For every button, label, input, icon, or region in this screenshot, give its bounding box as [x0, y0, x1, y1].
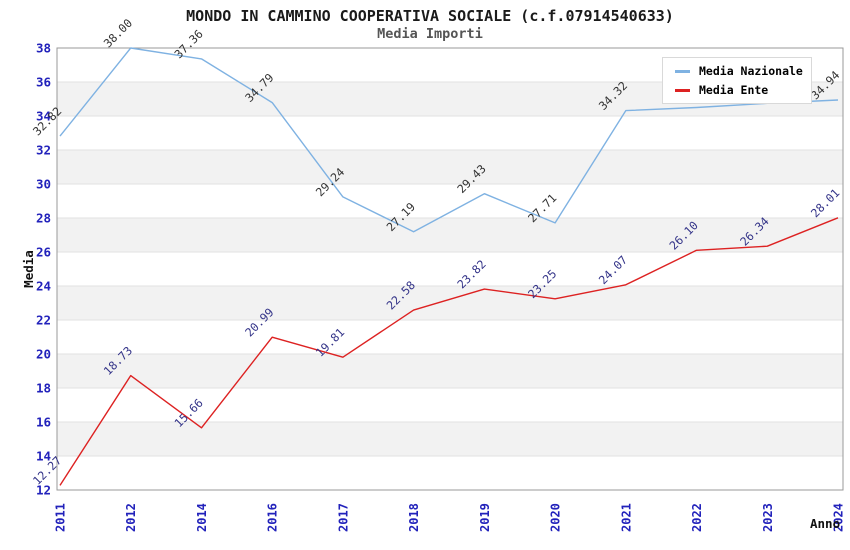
series-line	[59, 47, 839, 233]
legend-label-media-nazionale: Media Nazionale	[699, 64, 803, 78]
chart-subtitle: Media Importi	[377, 26, 483, 42]
y-tick-label: 28	[36, 211, 51, 226]
series-line	[59, 217, 839, 486]
x-tick-label: 2017	[336, 503, 350, 532]
y-tick-label: 30	[36, 177, 51, 192]
y-tick-label: 22	[36, 313, 51, 328]
plot-border	[56, 47, 844, 491]
x-tick-label: 2021	[619, 503, 633, 532]
y-tick-label: 14	[36, 449, 51, 464]
y-tick-label: 38	[36, 41, 51, 56]
legend: Media Nazionale Media Ente	[662, 57, 812, 104]
x-tick-label: 2014	[195, 503, 209, 532]
x-tick-label: 2016	[266, 503, 280, 532]
legend-item-media-ente: Media Ente	[675, 83, 811, 97]
y-tick-label: 26	[36, 245, 51, 260]
plot-bands	[57, 48, 843, 490]
x-tick-label: 2023	[761, 503, 775, 532]
y-tick-label: 16	[36, 415, 51, 430]
x-tick-label: 2011	[54, 503, 68, 532]
y-tick-label: 34	[36, 109, 51, 124]
y-tick-label: 18	[36, 381, 51, 396]
point-label: 38.00	[101, 16, 135, 50]
x-tick-label: 2020	[549, 503, 563, 532]
y-tick-label: 20	[36, 347, 51, 362]
y-tick-label: 12	[36, 483, 51, 498]
y-axis-title: Media	[21, 250, 36, 288]
x-axis-title: Anno	[810, 516, 840, 531]
y-tick-label: 32	[36, 143, 51, 158]
x-tick-label: 2024	[832, 503, 846, 532]
x-tick-labels: 2011 2012 2014 2016 2017 2018 2019 2020 2021 2022…	[54, 503, 846, 532]
x-tick-label: 2019	[478, 503, 492, 532]
legend-swatch-media-nazionale	[675, 69, 690, 73]
y-tick-label: 24	[36, 279, 51, 294]
x-tick-label: 2012	[124, 503, 138, 532]
chart-title: MONDO IN CAMMINO COOPERATIVA SOCIALE (c.…	[186, 7, 674, 25]
x-tick-label: 2018	[407, 503, 421, 532]
x-tick-label: 2022	[690, 503, 704, 532]
legend-swatch-media-ente	[675, 88, 690, 92]
legend-item-media-nazionale: Media Nazionale	[675, 64, 811, 78]
y-tick-label: 36	[36, 75, 51, 90]
legend-label-media-ente: Media Ente	[699, 83, 769, 97]
y-tick-labels: 12 14 16 18 20 22 24 26 28 30 32 34 36 38	[36, 41, 51, 498]
